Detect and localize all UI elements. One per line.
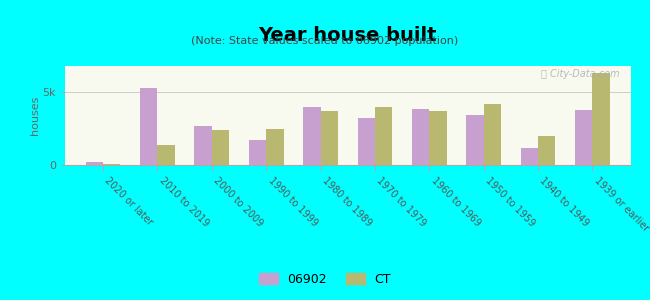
- Bar: [140, 88, 157, 165]
- Bar: [484, 104, 501, 165]
- Bar: [103, 164, 120, 165]
- Bar: [320, 111, 338, 165]
- Bar: [575, 110, 592, 165]
- Bar: [358, 118, 375, 165]
- Bar: [86, 162, 103, 165]
- Bar: [429, 111, 447, 165]
- Y-axis label: houses: houses: [30, 96, 40, 135]
- Bar: [375, 107, 393, 165]
- Legend: 06902, CT: 06902, CT: [254, 268, 396, 291]
- Text: ⓘ City-Data.com: ⓘ City-Data.com: [541, 69, 619, 79]
- Text: (Note: State values scaled to 06902 population): (Note: State values scaled to 06902 popu…: [191, 36, 459, 46]
- Bar: [212, 130, 229, 165]
- Bar: [412, 109, 429, 165]
- Bar: [303, 107, 320, 165]
- Title: Year house built: Year house built: [259, 26, 437, 45]
- Bar: [466, 115, 484, 165]
- Bar: [194, 126, 212, 165]
- Bar: [249, 140, 266, 165]
- Bar: [157, 145, 175, 165]
- Bar: [592, 73, 610, 165]
- Bar: [538, 136, 556, 165]
- Bar: [521, 148, 538, 165]
- Bar: [266, 129, 283, 165]
